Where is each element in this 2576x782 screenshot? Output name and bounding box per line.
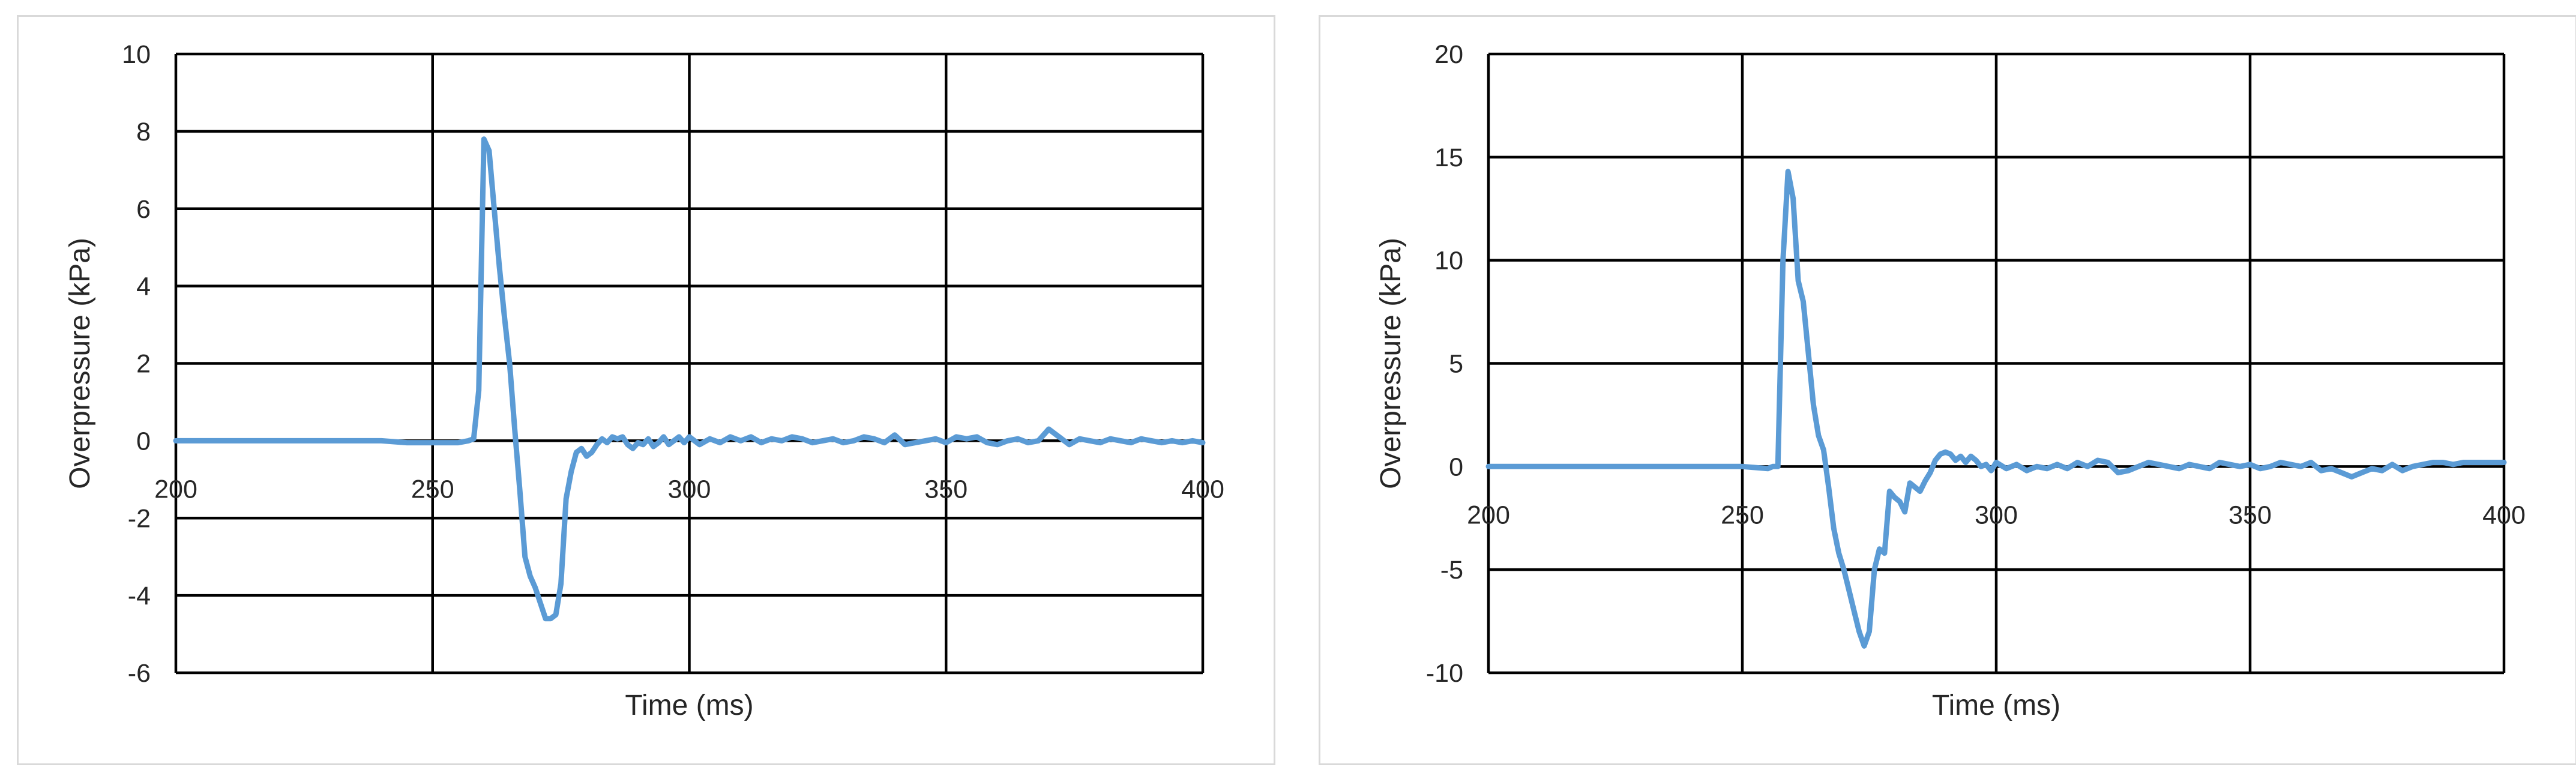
y-tick-label: -4 <box>128 582 151 610</box>
y-tick-label: 6 <box>136 195 151 224</box>
x-tick-label: 300 <box>668 475 711 504</box>
x-tick-label: 300 <box>1975 501 2018 529</box>
y-tick-label: -10 <box>1426 659 1463 688</box>
y-tick-label: 15 <box>1434 143 1463 172</box>
x-tick-label: 350 <box>2228 501 2272 529</box>
y-tick-label: 10 <box>1434 247 1463 275</box>
y-tick-label: -6 <box>128 659 151 688</box>
y-tick-label: 8 <box>136 118 151 146</box>
overpressure-chart-left: -6 -4 -2 0 2 4 6 8 10 200 250 300 350 400 Time (ms) Ove… <box>64 40 1224 721</box>
x-tick-label: 400 <box>2482 501 2526 529</box>
y-tick-label: 20 <box>1434 40 1463 69</box>
y-tick-label: -2 <box>128 504 151 533</box>
x-tick-label: 250 <box>1721 501 1764 529</box>
y-tick-label: -5 <box>1440 556 1463 585</box>
chart-panel-right: -10 -5 0 5 10 15 20 200 250 300 350 400 Time (ms) Ove… <box>1319 15 2576 765</box>
x-tick-label: 400 <box>1181 475 1224 504</box>
y-axis-title: Overpressure (kPa) <box>1375 238 1407 489</box>
y-tick-label: 0 <box>136 427 151 456</box>
x-tick-label: 250 <box>411 475 454 504</box>
x-tick-label: 350 <box>924 475 968 504</box>
series-line-overpressure <box>173 136 1206 622</box>
x-axis-title: Time (ms) <box>1932 690 2060 721</box>
y-axis-title: Overpressure (kPa) <box>64 238 96 489</box>
y-tick-label: 10 <box>122 40 151 69</box>
x-axis-title: Time (ms) <box>625 690 753 721</box>
y-tick-label: 2 <box>136 350 151 379</box>
x-tick-label: 200 <box>154 475 197 504</box>
x-tick-label: 200 <box>1467 501 1510 529</box>
overpressure-chart-right: -10 -5 0 5 10 15 20 200 250 300 350 400 Time (ms) Ove… <box>1375 40 2526 721</box>
chart-panel-left: -6 -4 -2 0 2 4 6 8 10 200 250 300 350 400 Time (ms) Ove… <box>17 15 1275 765</box>
y-tick-label: 0 <box>1449 453 1463 481</box>
y-tick-label: 5 <box>1449 350 1463 379</box>
series-line-overpressure <box>1485 169 2507 649</box>
y-tick-label: 4 <box>136 272 151 301</box>
